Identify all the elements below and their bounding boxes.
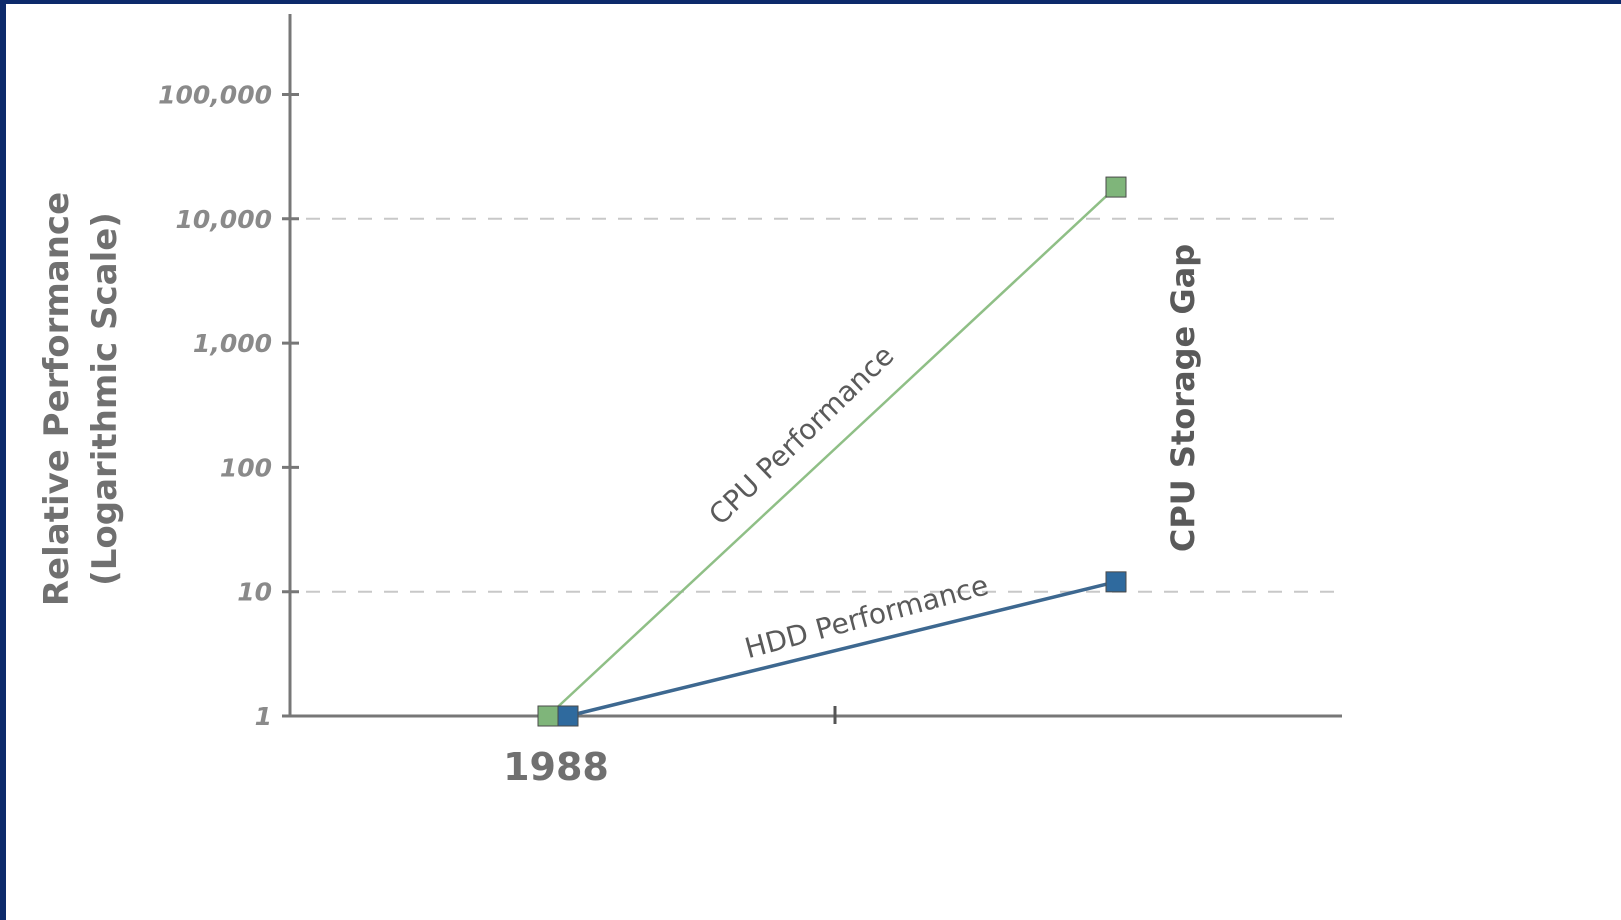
series-line-cpu bbox=[547, 186, 1117, 717]
x-tick-label-1988: 1988 bbox=[503, 745, 609, 789]
y-tick-label-10000: 10,000 bbox=[176, 205, 272, 234]
y-tick-label-1: 1 bbox=[255, 702, 272, 731]
marker-cpu-1 bbox=[1105, 176, 1127, 198]
y-axis-title-line1: Relative Performance bbox=[37, 192, 77, 606]
series-label-hdd: HDD Performance bbox=[741, 568, 992, 665]
y-tick-label-1000: 1,000 bbox=[193, 329, 272, 358]
y-ticks: 1 10 100 1,000 10,000 100,000 bbox=[158, 81, 299, 731]
marker-hdd-0 bbox=[557, 705, 579, 727]
series-line-hdd bbox=[567, 580, 1117, 718]
y-tick-label-100000: 100,000 bbox=[158, 81, 272, 110]
y-tick-label-10: 10 bbox=[237, 578, 272, 607]
chart-canvas: Relative Performance (Logarithmic Scale)… bbox=[6, 4, 1621, 920]
series-label-cpu: CPU Performance bbox=[702, 339, 900, 532]
gridlines bbox=[306, 217, 1346, 593]
y-axis-title-line2: (Logarithmic Scale) bbox=[85, 212, 125, 586]
chart: Relative Performance (Logarithmic Scale)… bbox=[37, 14, 1346, 789]
cpu-storage-gap-annotation: CPU Storage Gap bbox=[1164, 244, 1202, 552]
series-group bbox=[537, 176, 1127, 727]
marker-cpu-0 bbox=[537, 705, 559, 727]
marker-hdd-1 bbox=[1105, 571, 1127, 593]
y-tick-label-100: 100 bbox=[220, 453, 272, 482]
